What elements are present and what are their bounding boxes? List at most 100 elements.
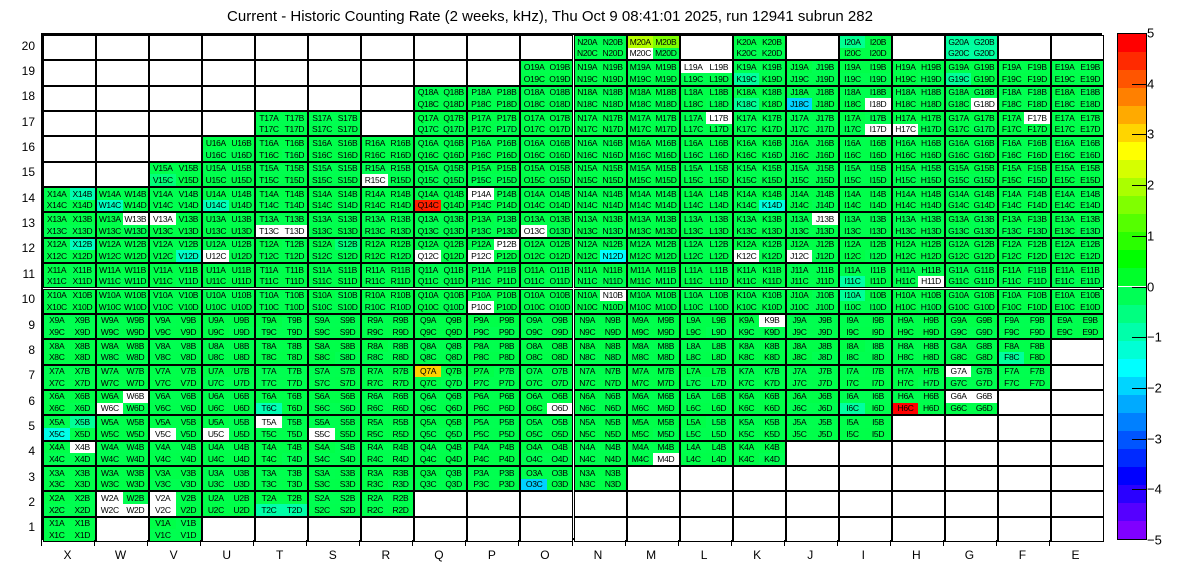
- heatmap-quadrant[interactable]: R12C: [362, 250, 388, 263]
- heatmap-quadrant[interactable]: S8D: [334, 351, 361, 364]
- heatmap-quadrant[interactable]: W10A: [97, 289, 123, 302]
- heatmap-quadrant[interactable]: W9C: [97, 326, 123, 339]
- heatmap-quadrant[interactable]: J17D: [812, 123, 838, 136]
- heatmap-quadrant[interactable]: E18D: [1077, 98, 1103, 111]
- heatmap-quadrant[interactable]: S4C: [309, 453, 335, 465]
- heatmap-cell[interactable]: S8A S8B S8C S8D: [308, 339, 362, 365]
- heatmap-cell[interactable]: Q10A Q10B Q10C Q10D: [414, 288, 468, 314]
- heatmap-quadrant[interactable]: I5A: [839, 416, 866, 428]
- heatmap-cell[interactable]: U14A U14B U14C U14D: [202, 187, 256, 213]
- heatmap-quadrant[interactable]: R7D: [387, 377, 414, 389]
- heatmap-quadrant[interactable]: S14D: [334, 199, 361, 212]
- heatmap-quadrant[interactable]: X4B: [69, 441, 96, 454]
- heatmap-quadrant[interactable]: J5B: [812, 416, 838, 428]
- heatmap-quadrant[interactable]: N9C: [574, 326, 601, 339]
- heatmap-quadrant[interactable]: S8A: [309, 340, 335, 352]
- heatmap-cell[interactable]: I12A I12B I12C I12D: [838, 237, 892, 264]
- heatmap-quadrant[interactable]: T13B: [281, 213, 308, 226]
- heatmap-cell[interactable]: P3A P3B P3C P3D: [467, 465, 521, 492]
- heatmap-quadrant[interactable]: P9B: [493, 314, 520, 327]
- heatmap-quadrant[interactable]: G13B: [971, 213, 997, 226]
- heatmap-quadrant[interactable]: H13B: [918, 213, 944, 226]
- heatmap-cell[interactable]: R5A R5B R5C R5D: [361, 415, 415, 441]
- heatmap-quadrant[interactable]: I15B: [865, 162, 891, 175]
- heatmap-quadrant[interactable]: Q10C: [415, 301, 441, 313]
- heatmap-quadrant[interactable]: T12D: [281, 250, 308, 263]
- heatmap-cell[interactable]: O12A O12B O12C O12D: [520, 237, 574, 264]
- heatmap-quadrant[interactable]: T15B: [281, 162, 308, 175]
- heatmap-quadrant[interactable]: R8C: [362, 351, 388, 364]
- heatmap-quadrant[interactable]: R13B: [387, 213, 414, 226]
- heatmap-quadrant[interactable]: M9B: [653, 314, 679, 327]
- heatmap-cell[interactable]: [626, 516, 680, 542]
- heatmap-quadrant[interactable]: K19A: [733, 61, 760, 74]
- heatmap-quadrant[interactable]: G10B: [971, 289, 997, 302]
- heatmap-quadrant[interactable]: Q12C: [415, 250, 441, 263]
- heatmap-quadrant[interactable]: T12B: [281, 238, 308, 251]
- heatmap-quadrant[interactable]: V1D: [175, 529, 202, 541]
- heatmap-quadrant[interactable]: T5D: [281, 427, 308, 440]
- heatmap-cell[interactable]: [361, 111, 415, 137]
- heatmap-cell[interactable]: S13A S13B S13C S13D: [308, 212, 362, 238]
- heatmap-quadrant[interactable]: G11A: [945, 264, 972, 276]
- heatmap-quadrant[interactable]: S4D: [334, 453, 361, 465]
- heatmap-quadrant[interactable]: N18B: [600, 86, 626, 99]
- heatmap-quadrant[interactable]: S15C: [309, 174, 335, 187]
- heatmap-quadrant[interactable]: P10B: [493, 289, 520, 302]
- heatmap-quadrant[interactable]: E18C: [1051, 98, 1078, 111]
- heatmap-quadrant[interactable]: L19B: [706, 61, 732, 74]
- heatmap-quadrant[interactable]: I18A: [839, 86, 866, 99]
- heatmap-cell[interactable]: [838, 465, 892, 492]
- heatmap-quadrant[interactable]: K10B: [759, 289, 785, 302]
- heatmap-cell[interactable]: U3A U3B U3C U3D: [202, 465, 256, 492]
- heatmap-cell[interactable]: H10A H10B H10C H10D: [891, 288, 945, 314]
- heatmap-quadrant[interactable]: V10C: [150, 301, 176, 313]
- heatmap-quadrant[interactable]: X7C: [44, 377, 70, 389]
- heatmap-quadrant[interactable]: N9B: [600, 314, 626, 327]
- heatmap-quadrant[interactable]: S14B: [334, 188, 361, 200]
- heatmap-quadrant[interactable]: W11D: [122, 275, 149, 288]
- heatmap-quadrant[interactable]: M15D: [653, 174, 679, 187]
- heatmap-quadrant[interactable]: O16B: [546, 137, 573, 150]
- heatmap-cell[interactable]: O10A O10B O10C O10D: [520, 288, 574, 314]
- heatmap-quadrant[interactable]: L17A: [680, 112, 707, 124]
- heatmap-quadrant[interactable]: U7B: [228, 365, 255, 378]
- heatmap-quadrant[interactable]: M14C: [627, 199, 654, 212]
- heatmap-quadrant[interactable]: R13A: [362, 213, 388, 226]
- heatmap-quadrant[interactable]: V9A: [150, 314, 176, 327]
- heatmap-quadrant[interactable]: E16D: [1077, 149, 1103, 161]
- heatmap-cell[interactable]: J15A J15B J15C J15D: [785, 161, 839, 188]
- heatmap-quadrant[interactable]: P9D: [493, 326, 520, 339]
- heatmap-quadrant[interactable]: X10D: [69, 301, 96, 313]
- heatmap-quadrant[interactable]: H8B: [918, 340, 944, 352]
- heatmap-quadrant[interactable]: T16A: [256, 137, 282, 150]
- heatmap-quadrant[interactable]: M15C: [627, 174, 654, 187]
- heatmap-quadrant[interactable]: F18D: [1024, 98, 1050, 111]
- heatmap-quadrant[interactable]: E17D: [1077, 123, 1103, 136]
- heatmap-quadrant[interactable]: E19B: [1077, 61, 1103, 74]
- heatmap-quadrant[interactable]: H6D: [918, 402, 944, 415]
- heatmap-quadrant[interactable]: N18C: [574, 98, 601, 111]
- heatmap-quadrant[interactable]: K16B: [759, 137, 785, 150]
- heatmap-quadrant[interactable]: Q16A: [415, 137, 441, 150]
- heatmap-quadrant[interactable]: T17C: [256, 123, 282, 136]
- heatmap-quadrant[interactable]: T14D: [281, 199, 308, 212]
- heatmap-quadrant[interactable]: V5D: [175, 427, 202, 440]
- heatmap-cell[interactable]: P10A P10B P10C P10D: [467, 288, 521, 314]
- heatmap-quadrant[interactable]: L18B: [706, 86, 732, 99]
- heatmap-quadrant[interactable]: L8B: [706, 340, 732, 352]
- heatmap-quadrant[interactable]: P13B: [493, 213, 520, 226]
- heatmap-quadrant[interactable]: U7D: [228, 377, 255, 389]
- heatmap-cell[interactable]: S7A S7B S7C S7D: [308, 364, 362, 390]
- heatmap-cell[interactable]: V13A V13B V13C V13D: [149, 212, 203, 238]
- heatmap-cell[interactable]: W10A W10B W10C W10D: [96, 288, 150, 314]
- heatmap-quadrant[interactable]: V14B: [175, 188, 202, 200]
- heatmap-quadrant[interactable]: N15D: [600, 174, 626, 187]
- heatmap-quadrant[interactable]: M17D: [653, 123, 679, 136]
- heatmap-cell[interactable]: J18A J18B J18C J18D: [785, 85, 839, 112]
- heatmap-quadrant[interactable]: S15A: [309, 162, 335, 175]
- heatmap-quadrant[interactable]: V3A: [150, 466, 176, 479]
- heatmap-quadrant[interactable]: N9D: [600, 326, 626, 339]
- heatmap-cell[interactable]: P7A P7B P7C P7D: [467, 364, 521, 390]
- heatmap-quadrant[interactable]: X7B: [69, 365, 96, 378]
